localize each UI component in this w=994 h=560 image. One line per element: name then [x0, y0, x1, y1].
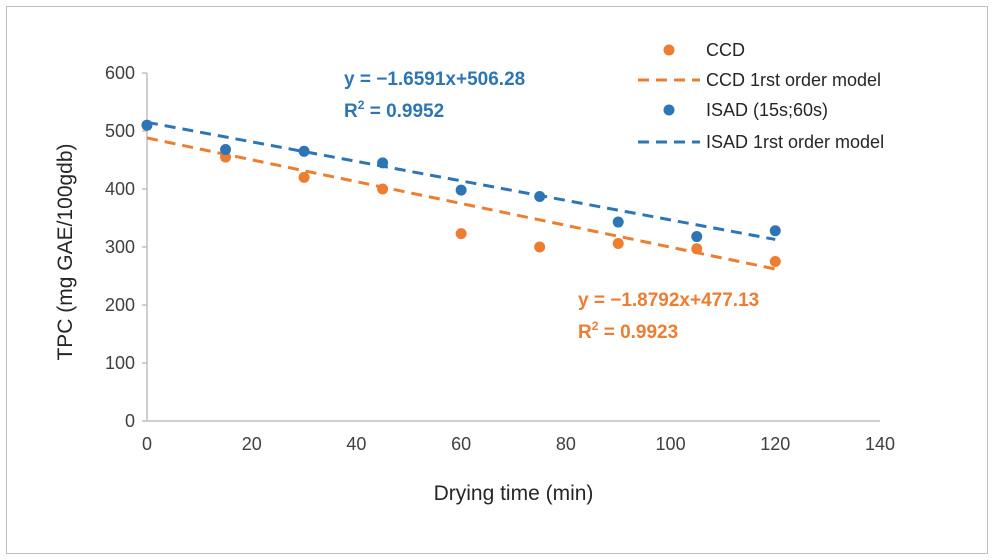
legend: CCD CCD 1rst order model ISAD (15s;60s) ISA…: [638, 40, 884, 152]
legend-ccd-label: CCD: [706, 40, 745, 60]
ccd-point: [691, 243, 703, 255]
y-tick-label: 400: [105, 179, 135, 199]
y-axis-ticks: 0 100 200 300 400 500 600: [105, 63, 147, 431]
ccd-1rst-order-model-line: [146, 136, 776, 271]
isad-15s-60s-point: [691, 231, 703, 243]
isad-r-squared: R2 = 0.9952: [344, 98, 444, 122]
ccd-point: [220, 151, 232, 163]
y-tick-label: 500: [105, 121, 135, 141]
isad-equation: y = −1.6591x+506.28: [344, 69, 525, 90]
x-tick-label: 60: [451, 434, 471, 454]
x-tick-label: 120: [760, 434, 790, 454]
isad-r-superscript: 2: [358, 98, 365, 112]
isad-1rst-order-model-line: [146, 120, 776, 241]
y-tick-label: 0: [125, 411, 135, 431]
legend-isad-15s-60s-label: ISAD (15s;60s): [706, 100, 828, 120]
chart-frame: [6, 6, 988, 554]
isad-equation-annotation: y = −1.6591x+506.28 R2 = 0.9952: [344, 69, 525, 122]
x-tick-label: 100: [656, 434, 686, 454]
legend-ccd-swatch: [663, 44, 675, 56]
ccd-point: [612, 238, 624, 250]
isad-15s-60s-point: [377, 157, 389, 169]
ccd-point: [769, 256, 781, 267]
data-points: [141, 119, 781, 267]
isad-15s-60s-point: [769, 225, 781, 237]
ccd-point: [455, 228, 467, 240]
x-tick-label: 20: [242, 434, 262, 454]
ccd-equation-annotation: y = −1.8792x+477.13 R2 = 0.9923: [578, 290, 759, 343]
x-axis-ticks: 0 20 40 60 80 100 120 140: [142, 434, 895, 454]
ccd-r-superscript: 2: [592, 319, 599, 333]
ccd-r-label: R: [578, 322, 592, 343]
ccd-point: [377, 183, 389, 195]
isad-r-value: = 0.9952: [364, 101, 444, 122]
y-axis-title: TPC (mg GAE/100gdb): [54, 143, 77, 360]
ccd-r-squared: R2 = 0.9923: [578, 319, 678, 343]
isad-15s-60s-point: [298, 145, 310, 157]
y-tick-label: 100: [105, 353, 135, 373]
x-tick-label: 80: [556, 434, 576, 454]
ccd-point: [534, 241, 546, 253]
legend-isad-15s-60s-swatch: [663, 104, 675, 116]
model-lines: [146, 120, 776, 271]
legend-isad-1rst-order-model-label: ISAD 1rst order model: [706, 132, 884, 152]
isad-15s-60s-point: [612, 216, 624, 228]
x-tick-label: 0: [142, 434, 152, 454]
y-tick-label: 300: [105, 237, 135, 257]
y-tick-label: 600: [105, 63, 135, 83]
isad-15s-60s-point: [141, 119, 153, 131]
ccd-r-value: = 0.9923: [598, 322, 678, 343]
x-axis-title: Drying time (min): [434, 482, 594, 505]
ccd-equation: y = −1.8792x+477.13: [578, 290, 759, 311]
isad-15s-60s-point: [534, 191, 546, 203]
x-tick-label: 140: [865, 434, 895, 454]
isad-15s-60s-point: [220, 144, 232, 156]
isad-r-label: R: [344, 101, 358, 122]
x-tick-label: 40: [346, 434, 366, 454]
ccd-point: [298, 171, 310, 183]
isad-15s-60s-point: [455, 184, 467, 196]
y-tick-label: 200: [105, 295, 135, 315]
legend-ccd-1rst-order-model-label: CCD 1rst order model: [706, 70, 881, 90]
